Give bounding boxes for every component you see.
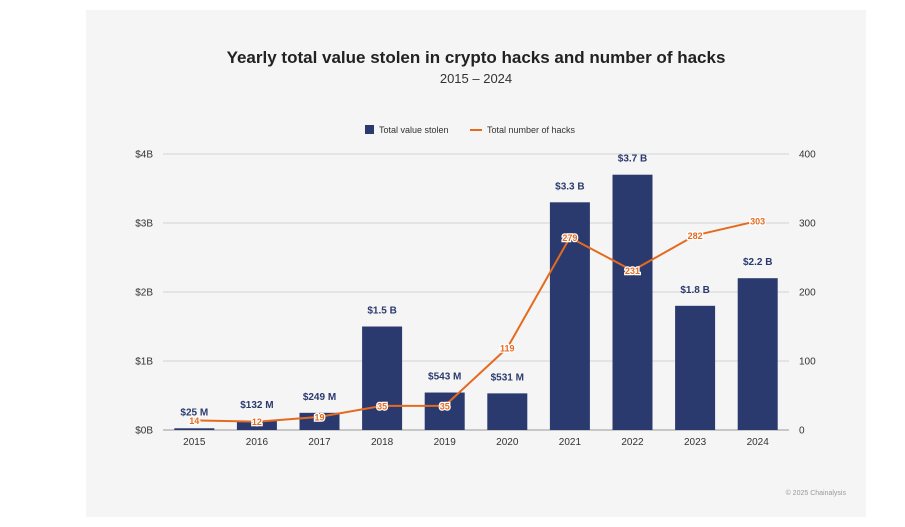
x-tick-label: 2019	[434, 437, 457, 448]
y-left-tick-label: $1B	[135, 357, 153, 368]
bar	[612, 174, 653, 430]
bar	[675, 305, 716, 430]
x-tick-label: 2020	[496, 437, 519, 448]
y-left-tick-label: $3B	[135, 219, 153, 230]
copyright-footer: © 2025 Chainalysis	[785, 490, 846, 497]
bar-data-label: $2.2 B	[743, 257, 772, 268]
y-right-tick-label: 0	[799, 426, 805, 437]
y-left-tick-label: $2B	[135, 288, 153, 299]
x-tick-label: 2017	[308, 437, 331, 448]
bar	[174, 428, 215, 430]
legend-swatch-bar	[365, 125, 374, 134]
line-point	[317, 415, 322, 419]
line-data-label: 282	[688, 231, 703, 241]
bar-data-label: $543 M	[428, 372, 461, 383]
bar-data-label: $3.7 B	[618, 154, 647, 165]
line-point	[568, 235, 572, 240]
chart-card: Yearly total value stolen in crypto hack…	[86, 10, 866, 517]
line-data-label: 303	[750, 216, 765, 226]
x-tick-label: 2021	[559, 437, 582, 448]
line-point	[505, 346, 510, 350]
x-tick-label: 2016	[246, 437, 269, 448]
line-point	[255, 419, 259, 424]
line-data-label: 279	[562, 233, 577, 243]
bar-data-label: $531 M	[491, 372, 524, 383]
line-point	[693, 233, 697, 238]
bar-data-label: $25 M	[180, 407, 208, 418]
bar	[424, 392, 465, 430]
x-tick-label: 2022	[621, 437, 644, 448]
bar	[487, 393, 528, 430]
line-point	[442, 404, 447, 408]
x-tick-label: 2015	[183, 437, 206, 448]
line-point	[192, 418, 197, 423]
y-left-tick-label: $4B	[135, 150, 153, 161]
bar	[737, 278, 778, 430]
line-point	[630, 268, 635, 273]
bar	[549, 202, 590, 430]
legend-label-line: Total number of hacks	[487, 125, 576, 135]
x-tick-label: 2024	[747, 437, 770, 448]
line-data-label: 14	[189, 416, 199, 426]
bar	[236, 420, 277, 430]
chart-subtitle: 2015 – 2024	[439, 71, 513, 86]
bar-data-label: $132 M	[240, 400, 273, 411]
y-right-tick-label: 300	[799, 219, 816, 230]
y-left-tick-label: $0B	[135, 426, 153, 437]
x-tick-label: 2023	[684, 437, 707, 448]
y-right-tick-label: 400	[799, 150, 816, 161]
bar	[362, 326, 403, 430]
legend-label-bar: Total value stolen	[379, 125, 449, 135]
x-tick-label: 2018	[371, 437, 394, 448]
bar-data-label: $1.8 B	[680, 285, 709, 296]
chart-title: Yearly total value stolen in crypto hack…	[226, 48, 726, 67]
line-point	[380, 404, 384, 408]
line-data-label: 35	[377, 401, 387, 411]
line-data-label: 231	[625, 266, 640, 276]
line-point	[755, 219, 760, 223]
line-data-label: 119	[500, 343, 515, 353]
line-data-label: 35	[440, 401, 450, 411]
y-right-tick-label: 100	[799, 357, 816, 368]
line-data-label: 12	[252, 417, 262, 427]
combo-chart: $0B $1B $2B $3B $4B 0 100 200 300 400 2015 2016 2017…	[135, 125, 816, 448]
hacks-series-line	[194, 219, 758, 423]
bar-data-label: $1.5 B	[367, 306, 396, 317]
bar-data-label: $249 M	[303, 392, 336, 403]
y-right-tick-label: 200	[799, 288, 816, 299]
line-data-label: 19	[314, 412, 324, 422]
bar-data-label: $3.3 B	[555, 181, 584, 192]
